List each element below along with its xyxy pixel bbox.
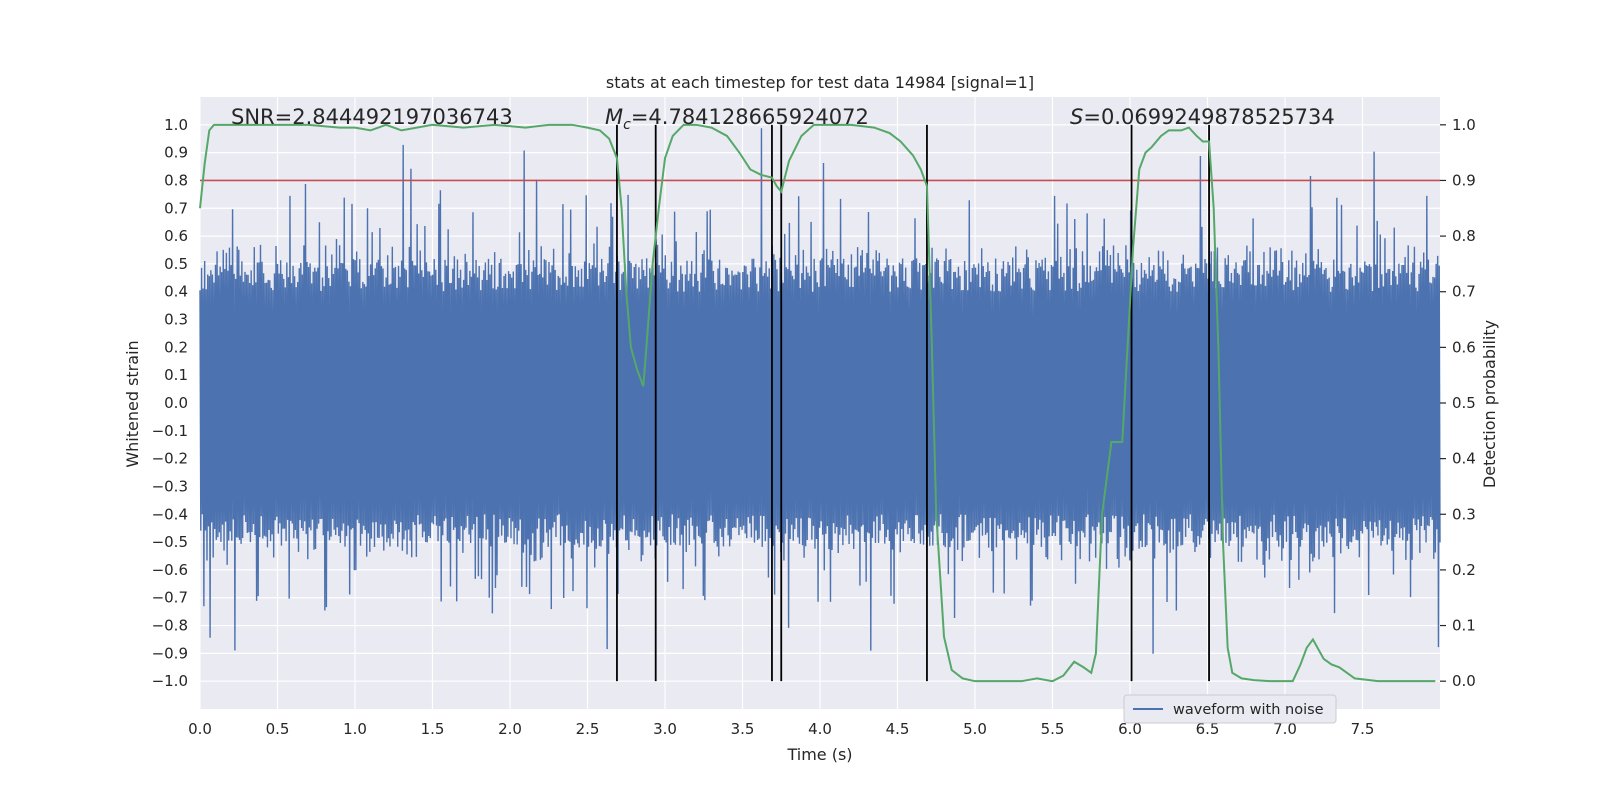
- probability-series: [199, 123, 1436, 683]
- x-tick-label: 5.5: [1041, 720, 1065, 738]
- x-axis-label: Time (s): [786, 745, 852, 764]
- x-tick-label: 3.5: [731, 720, 755, 738]
- x-tick-label: 4.0: [808, 720, 832, 738]
- y-tick-label-left: −0.4: [152, 505, 188, 523]
- waveform-line: [199, 128, 1441, 654]
- y-tick-label-left: −0.9: [152, 644, 188, 662]
- x-tick-label: 0.5: [266, 720, 290, 738]
- legend: waveform with noise: [1123, 694, 1337, 724]
- x-tick-label: 3.0: [653, 720, 677, 738]
- y-tick-label-left: 0.7: [164, 199, 188, 217]
- s-annotation: S=0.0699249878525734: [1070, 105, 1335, 129]
- chirp-mass-subscript: c: [623, 117, 631, 133]
- y-tick-label-left: −0.5: [152, 533, 188, 551]
- x-tick-label: 4.5: [886, 720, 910, 738]
- y-tick-label-right: 0.2: [1452, 561, 1476, 579]
- y-tick-label-left: 0.6: [164, 227, 188, 245]
- s-symbol: S: [1070, 105, 1083, 129]
- x-tick-label: 0.0: [188, 720, 212, 738]
- y-tick-label-right: 0.8: [1452, 227, 1476, 245]
- x-tick-label: 1.0: [343, 720, 367, 738]
- y-tick-label-right: 0.4: [1452, 450, 1476, 468]
- tick-labels: 0.0 0.5 1.0 1.5 2.0 2.5 3.0 3.5 4.0 4.5 5.0 5.5 6.0 6…: [152, 116, 1476, 738]
- y-tick-label-left: −0.3: [152, 477, 188, 495]
- y-tick-label-right: 0.7: [1452, 283, 1476, 301]
- y-axis-label-left: Whitened strain: [123, 340, 142, 467]
- y-tick-label-right: 0.6: [1452, 338, 1476, 356]
- x-tick-label: 7.5: [1351, 720, 1375, 738]
- y-tick-label-left: −0.2: [152, 450, 188, 468]
- y-tick-label-left: 0.8: [164, 171, 188, 189]
- legend-label: waveform with noise: [1173, 702, 1324, 718]
- y-tick-label-right: 0.9: [1452, 171, 1476, 189]
- chart-title: stats at each timestep for test data 149…: [606, 73, 1034, 92]
- x-tick-label: 1.5: [421, 720, 445, 738]
- x-tick-label: 6.0: [1118, 720, 1142, 738]
- chirp-mass-symbol: M: [605, 105, 623, 129]
- snr-annotation: SNR=2.844492197036743: [231, 105, 513, 129]
- vertical-lines: [616, 124, 1210, 682]
- y-tick-label-left: 0.9: [164, 144, 188, 162]
- x-tick-label: 7.0: [1273, 720, 1297, 738]
- y-tick-label-left: 0.2: [164, 338, 188, 356]
- chirp-mass-value: =4.784128665924072: [631, 105, 869, 129]
- y-tick-label-left: −0.7: [152, 589, 188, 607]
- y-tick-label-left: 0.0: [164, 394, 188, 412]
- chirp-mass-annotation: Mc=4.784128665924072: [605, 105, 869, 133]
- x-tick-label: 6.5: [1196, 720, 1220, 738]
- y-axis-label-right: Detection probability: [1480, 320, 1499, 488]
- y-tick-label-right: 0.3: [1452, 505, 1476, 523]
- y-tick-label-left: 0.4: [164, 283, 188, 301]
- waveform-series: [199, 128, 1441, 654]
- x-tick-label: 2.5: [576, 720, 600, 738]
- y-tick-label-left: 0.1: [164, 366, 188, 384]
- s-value: =0.0699249878525734: [1083, 105, 1334, 129]
- probability-line: [199, 123, 1436, 683]
- y-tick-label-left: 0.3: [164, 311, 188, 329]
- legend-box: [1123, 694, 1337, 724]
- y-tick-label-right: 0.5: [1452, 394, 1476, 412]
- x-tick-label: 5.0: [963, 720, 987, 738]
- y-tick-label-left: −0.1: [152, 422, 188, 440]
- y-tick-label-left: 0.5: [164, 255, 188, 273]
- y-tick-label-left: 1.0: [164, 116, 188, 134]
- y-tick-label-left: −0.8: [152, 617, 188, 635]
- y-tick-label-right: 0.0: [1452, 672, 1476, 690]
- y-tick-label-right: 0.1: [1452, 617, 1476, 635]
- y-tick-label-right: 1.0: [1452, 116, 1476, 134]
- y-tick-label-left: −1.0: [152, 672, 188, 690]
- x-tick-label: 2.0: [498, 720, 522, 738]
- y-tick-label-left: −0.6: [152, 561, 188, 579]
